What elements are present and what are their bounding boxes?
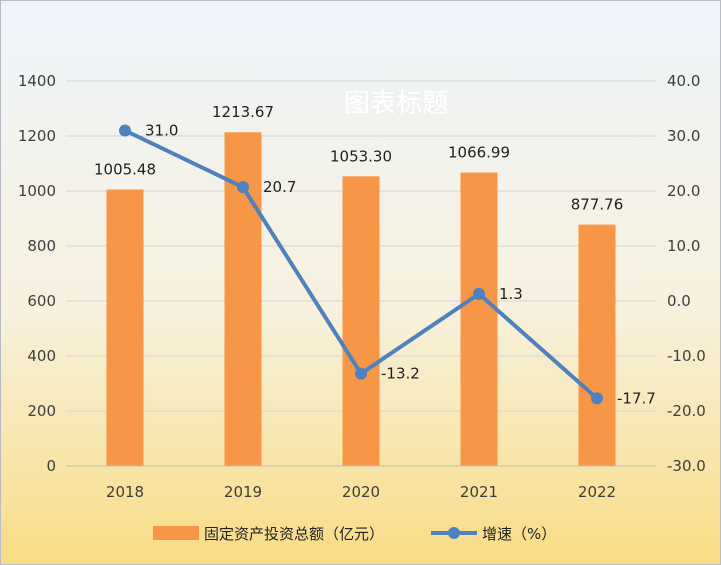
y-right-tick-label: 40.0 <box>667 72 700 90</box>
legend-marker-line <box>448 527 460 539</box>
legend-label-line: 增速（%） <box>482 525 556 543</box>
legend-label-bar: 固定资产投资总额（亿元） <box>204 525 384 543</box>
line-data-label: -13.2 <box>381 365 420 383</box>
x-tick-label: 2019 <box>224 483 262 501</box>
bar-data-label: 1053.30 <box>330 147 392 165</box>
line-point[interactable] <box>119 124 131 137</box>
y-right-tick-label: -30.0 <box>667 457 706 475</box>
y-left-tick-label: 400 <box>27 347 56 365</box>
legend-swatch-bar <box>153 526 199 540</box>
y-left-tick-label: 1000 <box>18 182 56 200</box>
line-data-label: -17.7 <box>617 389 656 407</box>
line-data-label: 1.3 <box>499 285 523 303</box>
line-point[interactable] <box>237 181 249 194</box>
y-left-tick-label: 800 <box>27 237 56 255</box>
y-right-tick-label: -20.0 <box>667 402 706 420</box>
data-labels: 1005.48 1213.67 1053.30 1066.99 877.76 31.0 20… <box>94 103 656 407</box>
y-right-tick-label: 20.0 <box>667 182 700 200</box>
y-right-tick-label: -10.0 <box>667 347 706 365</box>
line-series <box>119 124 603 405</box>
y-left-tick-label: 1200 <box>18 127 56 145</box>
y-right-tick-label: 0.0 <box>667 292 691 310</box>
y-left-tick-label: 200 <box>27 402 56 420</box>
y-left-tick-label: 0 <box>46 457 56 475</box>
line-point[interactable] <box>355 367 367 380</box>
y-left-tick-label: 1400 <box>18 72 56 90</box>
y-right-tick-label: 30.0 <box>667 127 700 145</box>
x-tick-label: 2020 <box>342 483 380 501</box>
chart-title: 图表标题 <box>344 89 448 119</box>
bar-data-label: 1066.99 <box>448 144 510 162</box>
y-right-tick-label: 10.0 <box>667 237 700 255</box>
x-tick-label: 2018 <box>106 483 144 501</box>
line-point[interactable] <box>591 392 603 405</box>
bar-data-label: 1005.48 <box>94 160 156 178</box>
bar[interactable] <box>106 189 144 467</box>
axes: 0 200 400 600 800 1000 1200 1400 -30.0 -20.0 -10.0… <box>18 72 706 501</box>
line-point[interactable] <box>473 287 485 300</box>
bar-series <box>106 132 616 467</box>
bar[interactable] <box>578 224 616 466</box>
bar-data-label: 877.76 <box>571 196 624 214</box>
y-left-tick-label: 600 <box>27 292 56 310</box>
bar[interactable] <box>342 176 380 466</box>
line-data-label: 31.0 <box>145 122 178 140</box>
x-tick-label: 2021 <box>460 483 498 501</box>
legend[interactable]: 固定资产投资总额（亿元） 增速（%） <box>153 525 556 543</box>
bar-data-label: 1213.67 <box>212 103 274 121</box>
bar[interactable] <box>460 172 498 466</box>
line-data-label: 20.7 <box>263 178 296 196</box>
x-tick-label: 2022 <box>578 483 616 501</box>
